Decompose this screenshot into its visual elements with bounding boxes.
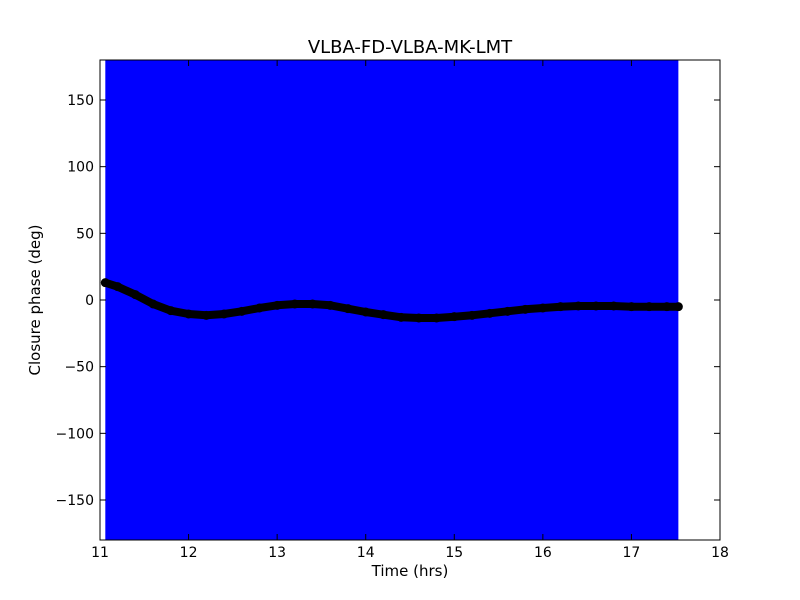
y-tick-label: 0: [85, 293, 94, 309]
x-tick-label: 16: [534, 545, 552, 561]
x-tick-label: 12: [180, 545, 198, 561]
x-tick-label: 17: [623, 545, 641, 561]
data-series-line: [101, 278, 683, 322]
x-tick-label: 11: [91, 545, 109, 561]
plot-area: 11 12 13 14 15 16 17 18 150 100 50 0 −50 −100 −150: [56, 59, 729, 561]
x-axis-label: Time (hrs): [371, 562, 449, 580]
y-axis-label: Closure phase (deg): [26, 225, 44, 376]
error-band: [105, 60, 679, 540]
y-tick-label: −150: [56, 493, 94, 509]
x-tick-label: 15: [445, 545, 463, 561]
y-tick-label: −100: [56, 426, 94, 442]
chart-title: VLBA-FD-VLBA-MK-LMT: [308, 37, 513, 58]
y-tick-label: 50: [76, 226, 94, 242]
x-tick-label: 13: [268, 545, 286, 561]
x-tick-label: 18: [711, 545, 729, 561]
y-tick-label: −50: [64, 360, 94, 376]
y-tick-label: 100: [67, 160, 94, 176]
x-tick-label: 14: [357, 545, 375, 561]
y-tick-label: 150: [67, 93, 94, 109]
